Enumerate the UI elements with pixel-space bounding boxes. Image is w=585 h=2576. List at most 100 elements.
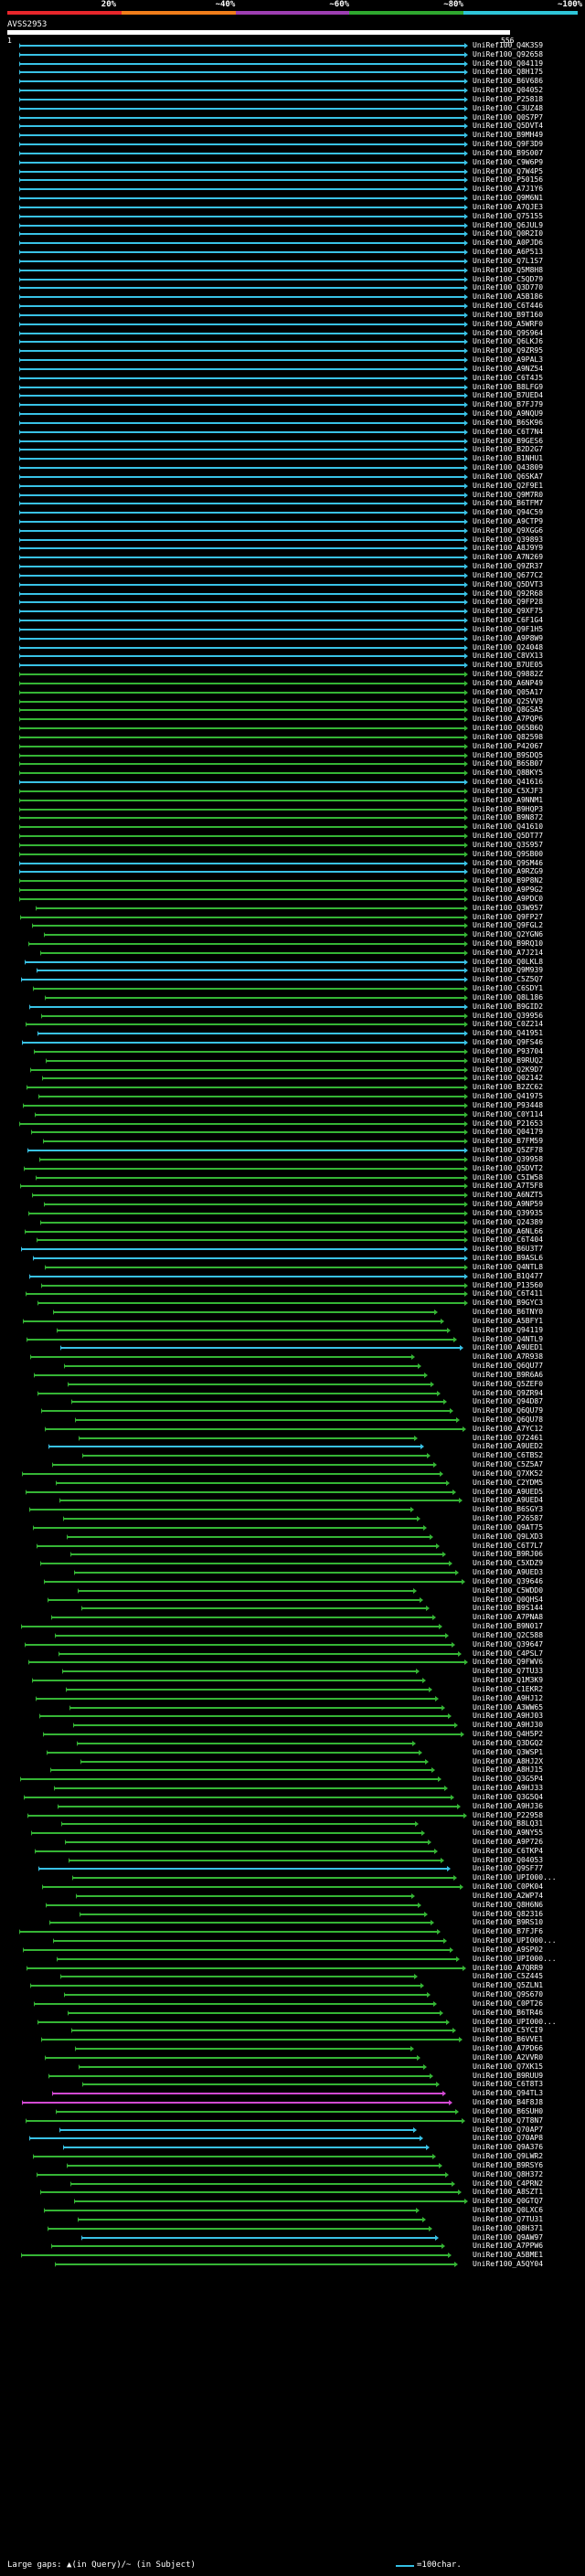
hit-bar[interactable] <box>43 1077 464 1080</box>
hit-label[interactable]: UniRef100_B9RUU9 <box>473 2071 544 2080</box>
hit-bar[interactable] <box>78 1742 412 1744</box>
hit-label[interactable]: UniRef100_Q1M3K9 <box>473 1676 544 1685</box>
hit-bar[interactable] <box>64 1518 417 1521</box>
hit-label[interactable]: UniRef100_B1NHU1 <box>473 454 544 463</box>
hit-label[interactable]: UniRef100_Q7XK52 <box>473 1468 544 1478</box>
hit-bar[interactable] <box>20 143 464 146</box>
hit-label[interactable]: UniRef100_B6U3T7 <box>473 1245 544 1254</box>
hit-bar[interactable] <box>20 386 464 388</box>
hit-label[interactable]: UniRef100_C5IW58 <box>473 1172 544 1182</box>
hit-label[interactable]: UniRef100_Q7L1S7 <box>473 256 544 265</box>
hit-label[interactable]: UniRef100_C6T7L7 <box>473 1541 544 1550</box>
hit-label[interactable]: UniRef100_Q5DT77 <box>473 832 544 841</box>
hit-bar[interactable] <box>20 736 464 738</box>
hit-bar[interactable] <box>20 170 464 173</box>
hit-bar[interactable] <box>79 1589 413 1592</box>
hit-bar[interactable] <box>20 251 464 254</box>
hit-bar[interactable] <box>50 1922 431 1924</box>
hit-label[interactable]: UniRef100_Q4H5P2 <box>473 1730 544 1739</box>
hit-label[interactable]: UniRef100_Q6SKA7 <box>473 472 544 481</box>
hit-label[interactable]: UniRef100_A7PPW6 <box>473 2242 544 2251</box>
hit-label[interactable]: UniRef100_Q4K3S9 <box>473 41 544 49</box>
hit-bar[interactable] <box>20 583 464 586</box>
hit-label[interactable]: UniRef100_B2ZC62 <box>473 1083 544 1092</box>
hit-bar[interactable] <box>20 790 464 792</box>
hit-bar[interactable] <box>38 1033 464 1035</box>
hit-bar[interactable] <box>57 1481 446 1484</box>
hit-bar[interactable] <box>31 1985 420 1988</box>
hit-label[interactable]: UniRef100_A7QRR9 <box>473 1963 544 1972</box>
hit-label[interactable]: UniRef100_A7YC12 <box>473 1424 544 1433</box>
hit-bar[interactable] <box>42 1410 450 1413</box>
hit-label[interactable]: UniRef100_Q3W957 <box>473 903 544 912</box>
hit-label[interactable]: UniRef100_A9HJ03 <box>473 1712 544 1721</box>
hit-bar[interactable] <box>69 1859 441 1861</box>
hit-bar[interactable] <box>41 2191 458 2194</box>
hit-bar[interactable] <box>81 1760 425 1763</box>
hit-label[interactable]: UniRef100_Q9AW97 <box>473 2232 544 2242</box>
hit-bar[interactable] <box>33 1194 464 1197</box>
hit-bar[interactable] <box>20 90 464 92</box>
hit-label[interactable]: UniRef100_Q9SB00 <box>473 849 544 858</box>
hit-bar[interactable] <box>40 1715 448 1718</box>
hit-bar[interactable] <box>35 1050 464 1053</box>
hit-label[interactable]: UniRef100_Q94119 <box>473 1325 544 1334</box>
hit-bar[interactable] <box>35 2002 433 2005</box>
hit-bar[interactable] <box>72 2030 452 2032</box>
hit-label[interactable]: UniRef100_Q7XK15 <box>473 2062 544 2071</box>
hit-bar[interactable] <box>20 897 464 900</box>
hit-bar[interactable] <box>20 404 464 407</box>
hit-label[interactable]: UniRef100_A9PAL3 <box>473 355 544 365</box>
hit-bar[interactable] <box>20 206 464 208</box>
hit-bar[interactable] <box>70 1706 441 1709</box>
hit-bar[interactable] <box>52 1617 432 1619</box>
hit-bar[interactable] <box>20 808 464 811</box>
hit-label[interactable]: UniRef100_C6F1G4 <box>473 616 544 625</box>
hit-label[interactable]: UniRef100_B7FJF6 <box>473 1927 544 1936</box>
hit-label[interactable]: UniRef100_A5BME1 <box>473 2251 544 2260</box>
hit-bar[interactable] <box>61 1347 460 1350</box>
hit-label[interactable]: UniRef100_B9RSY6 <box>473 2160 544 2169</box>
hit-label[interactable]: UniRef100_Q04052 <box>473 86 544 95</box>
hit-bar[interactable] <box>20 313 464 316</box>
hit-label[interactable]: UniRef100_Q70AP7 <box>473 2125 544 2134</box>
hit-bar[interactable] <box>20 700 464 703</box>
hit-bar[interactable] <box>65 1365 418 1367</box>
hit-bar[interactable] <box>20 341 464 344</box>
hit-bar[interactable] <box>30 1509 410 1511</box>
hit-label[interactable]: UniRef100_C4PSL7 <box>473 1648 544 1658</box>
hit-bar[interactable] <box>20 853 464 855</box>
hit-label[interactable]: UniRef100_Q94C59 <box>473 508 544 517</box>
hit-label[interactable]: UniRef100_Q7TU31 <box>473 2214 544 2223</box>
hit-label[interactable]: UniRef100_A8J9Y9 <box>473 544 544 553</box>
hit-label[interactable]: UniRef100_B6TNY0 <box>473 1308 544 1317</box>
hit-label[interactable]: UniRef100_C9W6P9 <box>473 157 544 166</box>
hit-label[interactable]: UniRef100_Q2F9E1 <box>473 481 544 490</box>
hit-label[interactable]: UniRef100_Q2YGN6 <box>473 930 544 939</box>
hit-bar[interactable] <box>79 2218 422 2221</box>
hit-label[interactable]: UniRef100_C5XJF3 <box>473 786 544 795</box>
hit-bar[interactable] <box>68 2164 439 2167</box>
hit-bar[interactable] <box>22 1248 464 1251</box>
hit-bar[interactable] <box>20 179 464 182</box>
hit-label[interactable]: UniRef100_Q04053 <box>473 1855 544 1864</box>
hit-label[interactable]: UniRef100_A8HJ2X <box>473 1756 544 1765</box>
hit-bar[interactable] <box>31 1068 464 1071</box>
hit-bar[interactable] <box>27 1338 453 1341</box>
hit-label[interactable]: UniRef100_Q5DVT2 <box>473 1163 544 1172</box>
hit-bar[interactable] <box>20 376 464 379</box>
hit-bar[interactable] <box>20 188 464 191</box>
hit-bar[interactable] <box>38 1392 437 1394</box>
hit-label[interactable]: UniRef100_B9T160 <box>473 310 544 319</box>
hit-label[interactable]: UniRef100_C6T411 <box>473 1289 544 1299</box>
hit-label[interactable]: UniRef100_P42067 <box>473 741 544 750</box>
hit-label[interactable]: UniRef100_C0PK04 <box>473 1882 544 1892</box>
hit-bar[interactable] <box>77 1894 411 1897</box>
hit-label[interactable]: UniRef100_Q9SF77 <box>473 1864 544 1873</box>
hit-bar[interactable] <box>60 1500 459 1502</box>
hit-bar[interactable] <box>33 925 464 928</box>
hit-label[interactable]: UniRef100_A2WP74 <box>473 1891 544 1900</box>
hit-label[interactable]: UniRef100_A9SP02 <box>473 1945 544 1954</box>
hit-label[interactable]: UniRef100_Q3DGQ2 <box>473 1738 544 1747</box>
hit-label[interactable]: UniRef100_Q8H371 <box>473 2223 544 2232</box>
